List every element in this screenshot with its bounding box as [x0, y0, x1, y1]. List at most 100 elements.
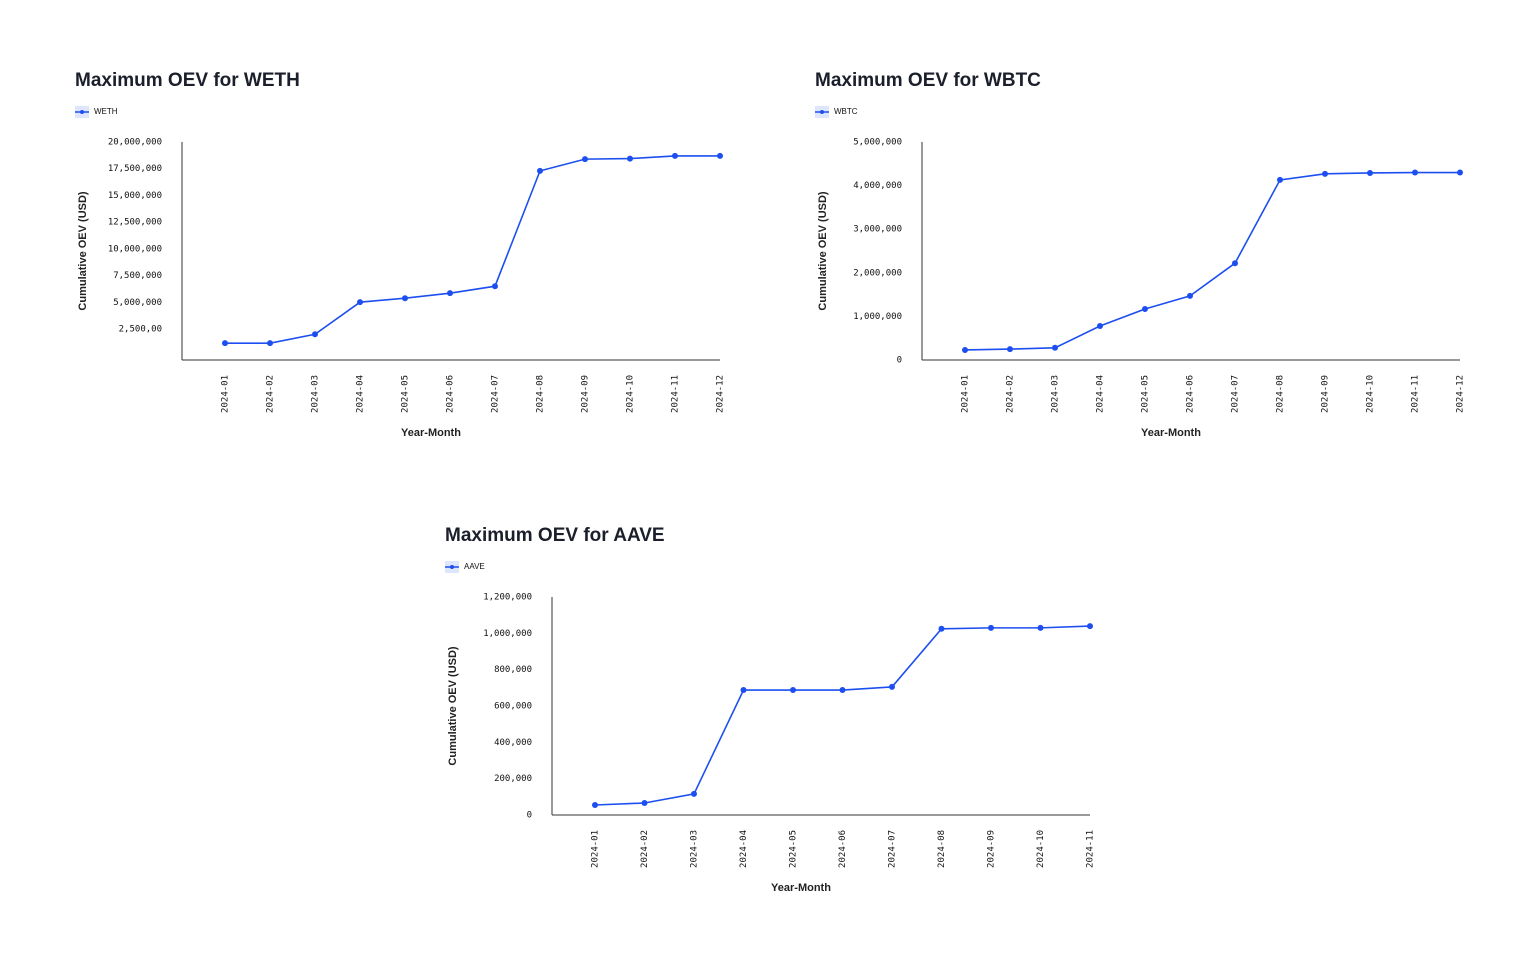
x-tick-label: 2024-04 [356, 375, 366, 413]
y-tick-label: 5,000,000 [853, 138, 902, 148]
y-axis-title: Cumulative OEV (USD) [77, 191, 89, 311]
x-axis-title: Year-Month [771, 882, 831, 894]
data-point [402, 295, 408, 302]
chart: Maximum OEV for AAVE AAVE 0 200,000 400,000 6… [445, 525, 1096, 894]
x-tick-label: 2024-04 [1096, 375, 1106, 413]
x-tick-label: 2024-07 [1231, 375, 1241, 413]
series-line [225, 155, 720, 344]
data-point [1412, 169, 1418, 176]
chart: Maximum OEV for WETH WETH 2,500,00 5,000,00… [75, 70, 726, 439]
data-point [537, 167, 543, 174]
x-tick-label: 2024-10 [1036, 830, 1046, 868]
data-point [447, 290, 453, 297]
x-tick-label: 2024-07 [491, 375, 501, 413]
y-axis-title: Cumulative OEV (USD) [447, 646, 459, 766]
legend-dot [80, 110, 84, 114]
x-tick-label: 2024-10 [626, 375, 636, 413]
x-tick-label: 2024-06 [1186, 375, 1196, 413]
x-tick-label: 2024-11 [1411, 375, 1421, 413]
y-tick-label: 3,000,000 [853, 225, 902, 235]
y-tick-label: 2,000,000 [853, 268, 902, 278]
data-point [222, 340, 228, 347]
y-tick-label: 200,000 [494, 774, 532, 784]
legend-dot [820, 110, 824, 114]
legend-label: WBTC [834, 107, 858, 116]
data-point [717, 152, 723, 159]
x-tick-label: 2024-05 [789, 830, 799, 868]
chart-title: Maximum OEV for AAVE [445, 525, 665, 546]
x-tick-label: 2024-11 [671, 375, 681, 413]
x-tick-label: 2024-12 [716, 375, 726, 413]
chart-title: Maximum OEV for WBTC [815, 70, 1041, 91]
data-point [672, 152, 678, 159]
x-tick-label: 2024-08 [1276, 375, 1286, 413]
x-tick-label: 2024-05 [1141, 375, 1151, 413]
x-tick-label: 2024-05 [401, 375, 411, 413]
x-tick-label: 2024-04 [739, 830, 749, 868]
x-tick-label: 2024-01 [221, 375, 231, 413]
y-tick-label: 20,000,000 [108, 138, 162, 148]
y-tick-label: 12,500,000 [108, 218, 162, 228]
x-tick-label: 2024-09 [1321, 375, 1331, 413]
data-point [627, 155, 633, 162]
data-point [357, 299, 363, 306]
x-tick-label: 2024-07 [888, 830, 898, 868]
y-tick-label: 800,000 [494, 665, 532, 675]
x-tick-label: 2024-03 [1051, 375, 1061, 413]
data-point [1087, 623, 1093, 630]
x-tick-label: 2024-11 [1086, 830, 1096, 868]
chart: Maximum OEV for WBTC WBTC 0 1,000,000 2,000,… [815, 70, 1466, 439]
legend-label: AAVE [464, 562, 485, 571]
x-tick-label: 2024-01 [591, 830, 601, 868]
x-tick-label: 2024-06 [838, 830, 848, 868]
x-tick-label: 2024-12 [1456, 375, 1466, 413]
data-point [1187, 292, 1193, 299]
x-tick-label: 2024-10 [1366, 375, 1376, 413]
data-point [1052, 344, 1058, 351]
y-axis-title: Cumulative OEV (USD) [817, 191, 829, 311]
y-tick-label: 7,500,000 [113, 271, 162, 281]
data-point [962, 346, 968, 353]
legend-dot [450, 565, 454, 569]
data-point [641, 800, 648, 807]
data-point [889, 683, 895, 690]
data-point [1232, 260, 1238, 267]
data-point [691, 790, 697, 797]
x-tick-label: 2024-08 [937, 830, 947, 868]
data-point [582, 156, 588, 163]
y-tick-label: 0 [527, 811, 532, 821]
data-point [267, 340, 273, 347]
legend-label: WETH [94, 107, 118, 116]
y-tick-label: 4,000,000 [853, 181, 902, 191]
data-point [790, 687, 796, 694]
y-tick-label: 2,500,00 [119, 325, 162, 335]
data-point [492, 283, 498, 290]
data-point [988, 624, 994, 631]
data-point [1457, 169, 1463, 176]
series-line [594, 625, 1091, 806]
data-point [839, 687, 846, 694]
x-tick-label: 2024-08 [536, 375, 546, 413]
y-tick-label: 600,000 [494, 702, 532, 712]
x-tick-label: 2024-03 [690, 830, 700, 868]
x-tick-label: 2024-02 [266, 375, 276, 413]
y-tick-label: 0 [897, 356, 902, 366]
y-tick-label: 10,000,000 [108, 244, 162, 254]
x-tick-label: 2024-09 [987, 830, 997, 868]
x-axis-title: Year-Month [1141, 427, 1201, 439]
y-tick-label: 1,000,000 [483, 629, 532, 639]
y-tick-label: 1,000,000 [853, 312, 902, 322]
data-point [312, 331, 318, 338]
y-tick-label: 400,000 [494, 738, 532, 748]
data-point [1367, 169, 1373, 176]
data-point [592, 802, 598, 809]
data-point [1322, 170, 1328, 177]
y-tick-label: 1,200,000 [483, 593, 532, 603]
data-point [1142, 305, 1148, 312]
y-tick-label: 15,000,000 [108, 191, 162, 201]
series-line [964, 171, 1460, 351]
x-tick-label: 2024-01 [961, 375, 971, 413]
y-tick-label: 17,500,000 [108, 164, 162, 174]
data-point [1037, 624, 1044, 631]
